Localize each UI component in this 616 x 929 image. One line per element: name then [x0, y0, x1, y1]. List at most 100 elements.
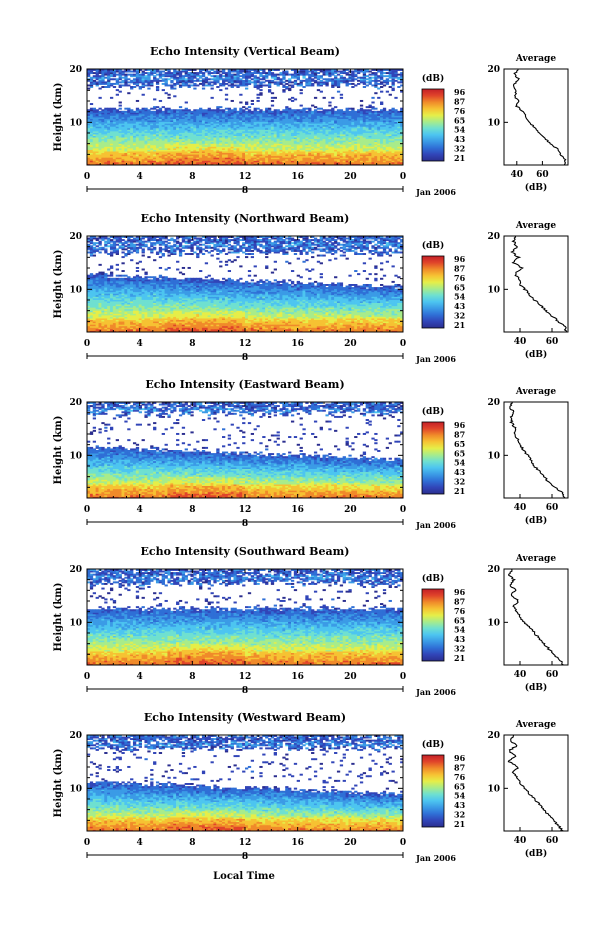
- heatmap-cell: [139, 86, 142, 88]
- heatmap-cell: [397, 74, 400, 76]
- heatmap-cell: [377, 88, 380, 90]
- heatmap-cell: [328, 102, 331, 104]
- heatmap-cell: [199, 75, 202, 77]
- heatmap-cell: [397, 77, 400, 79]
- heatmap-cell: [386, 78, 389, 80]
- heatmap-cell: [380, 109, 383, 111]
- heatmap-cell: [377, 97, 380, 99]
- heatmap-cell: [202, 88, 205, 90]
- heatmap-cell: [357, 80, 360, 82]
- heatmap-cell: [142, 71, 145, 73]
- heatmap-cell: [271, 80, 274, 82]
- heatmap-cell: [314, 97, 317, 99]
- heatmap-cell: [371, 77, 374, 79]
- heatmap-cell: [193, 72, 196, 74]
- heatmap-cell: [113, 83, 116, 85]
- heatmap-cell: [371, 102, 374, 104]
- heatmap-cell: [219, 71, 222, 73]
- heatmap-cell: [225, 88, 228, 90]
- heatmap-cell: [380, 86, 383, 88]
- heatmap-cell: [150, 108, 153, 110]
- heatmap-cell: [271, 105, 274, 107]
- heatmap-cell: [346, 78, 349, 80]
- heatmap-cell: [300, 89, 303, 91]
- heatmap-cell: [366, 81, 369, 83]
- heatmap-cell: [127, 84, 130, 86]
- heatmap-cell: [383, 72, 386, 74]
- heatmap-cell: [340, 94, 343, 96]
- heatmap-cell: [205, 77, 208, 79]
- heatmap-cell: [380, 102, 383, 104]
- heatmap-cell: [268, 108, 271, 110]
- heatmap-cell: [98, 111, 101, 113]
- heatmap-cell: [219, 74, 222, 76]
- heatmap-cell: [285, 80, 288, 82]
- heatmap-cell: [242, 74, 245, 76]
- heatmap-cell: [208, 78, 211, 80]
- heatmap-cell: [291, 81, 294, 83]
- heatmap-cell: [311, 78, 314, 80]
- heatmap-cell: [268, 80, 271, 82]
- heatmap-cell: [300, 109, 303, 111]
- heatmap-cell: [394, 80, 397, 82]
- heatmap-cell: [113, 78, 116, 80]
- heatmap-cell: [159, 108, 162, 110]
- heatmap-cell: [182, 75, 185, 77]
- heatmap-cell: [394, 97, 397, 99]
- heatmap-cell: [320, 75, 323, 77]
- heatmap-cell: [389, 109, 392, 111]
- heatmap-cell: [170, 84, 173, 86]
- heatmap-cell: [133, 111, 136, 113]
- heatmap-cell: [90, 103, 93, 105]
- heatmap-cell: [360, 105, 363, 107]
- heatmap-cell: [265, 84, 268, 86]
- heatmap-cell: [285, 86, 288, 88]
- heatmap-cell: [156, 109, 159, 111]
- heatmap-cell: [371, 97, 374, 99]
- heatmap-cell: [317, 81, 320, 83]
- heatmap-cell: [279, 78, 282, 80]
- heatmap-cell: [193, 88, 196, 90]
- heatmap-cell: [202, 109, 205, 111]
- heatmap-cell: [139, 74, 142, 76]
- heatmap-cell: [340, 71, 343, 73]
- heatmap-cell: [188, 109, 191, 111]
- heatmap-cell: [274, 109, 277, 111]
- heatmap-cell: [147, 72, 150, 74]
- heatmap-cell: [389, 86, 392, 88]
- heatmap-cell: [383, 80, 386, 82]
- heatmap-cell: [323, 97, 326, 99]
- heatmap-cell: [383, 84, 386, 86]
- heatmap-cell: [167, 97, 170, 99]
- heatmap-cell: [173, 95, 176, 97]
- heatmap-cell: [348, 74, 351, 76]
- heatmap-cell: [188, 72, 191, 74]
- heatmap-cell: [277, 77, 280, 79]
- heatmap-cell: [211, 84, 214, 86]
- heatmap-cell: [271, 72, 274, 74]
- heatmap-cell: [113, 86, 116, 88]
- heatmap-cell: [288, 84, 291, 86]
- heatmap-cell: [380, 91, 383, 93]
- heatmap-cell: [337, 78, 340, 80]
- heatmap-cell: [156, 78, 159, 80]
- heatmap-cell: [208, 108, 211, 110]
- heatmap-cell: [314, 80, 317, 82]
- heatmap-cell: [242, 109, 245, 111]
- heatmap-cell: [386, 75, 389, 77]
- heatmap-cell: [256, 111, 259, 113]
- heatmap-cell: [170, 80, 173, 82]
- heatmap-cell: [291, 97, 294, 99]
- heatmap-cell: [124, 111, 127, 113]
- heatmap-cell: [90, 108, 93, 110]
- heatmap-cell: [389, 94, 392, 96]
- heatmap-cell: [202, 72, 205, 74]
- heatmap-cell: [394, 109, 397, 111]
- heatmap-cell: [320, 80, 323, 82]
- heatmap-cell: [262, 111, 265, 113]
- heatmap-cell: [185, 108, 188, 110]
- heatmap-cell: [222, 109, 225, 111]
- heatmap-cell: [366, 106, 369, 108]
- heatmap-cell: [311, 111, 314, 113]
- heatmap-cell: [234, 84, 237, 86]
